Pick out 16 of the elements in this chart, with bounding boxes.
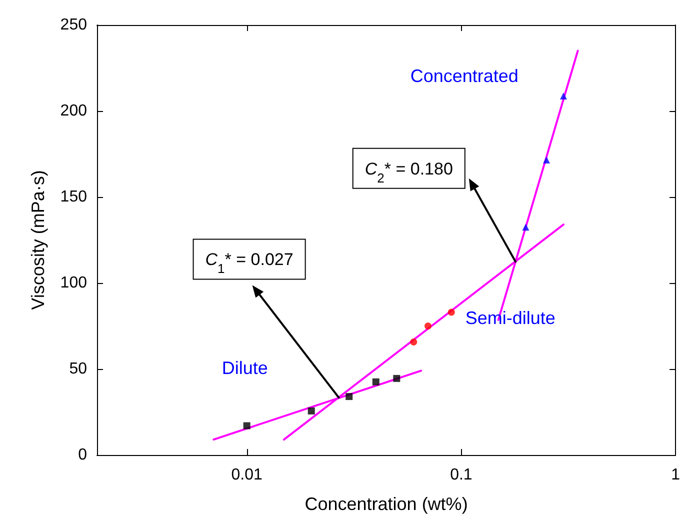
y-tick-label: 150 (60, 188, 88, 206)
x-tick-label: 1 (671, 466, 680, 484)
y-tick-label: 100 (60, 274, 88, 292)
x-axis-title: Concentration (wt%) (304, 494, 468, 514)
annotation: C$_{2}$* = 0.180 (364, 159, 453, 185)
y-tick-label: 50 (69, 360, 88, 378)
annotation: Concentrated (410, 66, 518, 86)
x-tick-label: 0.01 (231, 466, 263, 484)
y-tick-label: 200 (60, 102, 88, 120)
annotation: C$_{1}$* = 0.027 (205, 250, 294, 276)
annotation: Dilute (222, 358, 268, 378)
y-tick-label: 0 (78, 446, 88, 464)
annotation: Semi-dilute (465, 308, 556, 328)
x-tick-label: 0.1 (450, 466, 472, 484)
y-axis-title: Viscosity (mPa·s) (28, 170, 48, 310)
y-tick-label: 250 (60, 16, 88, 34)
